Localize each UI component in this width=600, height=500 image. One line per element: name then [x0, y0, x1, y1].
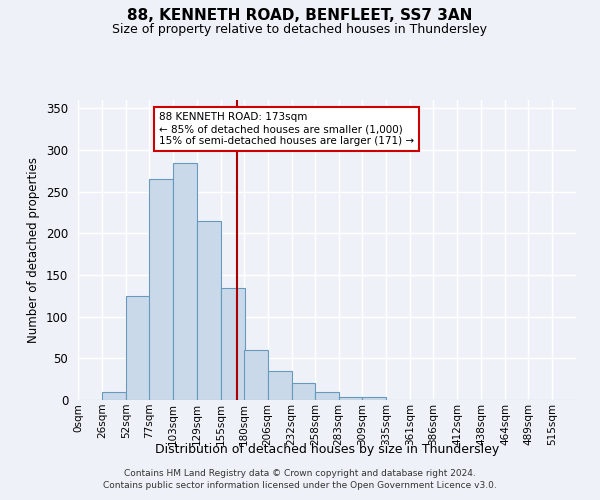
Bar: [149, 179, 173, 400]
Text: Distribution of detached houses by size in Thundersley: Distribution of detached houses by size …: [155, 442, 499, 456]
Text: 88 KENNETH ROAD: 173sqm
← 85% of detached houses are smaller (1,000)
15% of semi: 88 KENNETH ROAD: 173sqm ← 85% of detache…: [159, 112, 414, 146]
Text: Contains public sector information licensed under the Open Government Licence v3: Contains public sector information licen…: [103, 481, 497, 490]
Bar: [292, 384, 316, 400]
Bar: [197, 221, 221, 400]
Text: 88, KENNETH ROAD, BENFLEET, SS7 3AN: 88, KENNETH ROAD, BENFLEET, SS7 3AN: [127, 8, 473, 22]
Bar: [316, 392, 340, 400]
Text: Contains HM Land Registry data © Crown copyright and database right 2024.: Contains HM Land Registry data © Crown c…: [124, 468, 476, 477]
Text: Size of property relative to detached houses in Thundersley: Size of property relative to detached ho…: [113, 22, 487, 36]
Bar: [338, 396, 362, 400]
Bar: [173, 162, 197, 400]
Bar: [268, 371, 292, 400]
Y-axis label: Number of detached properties: Number of detached properties: [28, 157, 40, 343]
Bar: [221, 288, 245, 400]
Bar: [102, 392, 126, 400]
Bar: [244, 350, 268, 400]
Bar: [126, 296, 150, 400]
Bar: [362, 396, 386, 400]
